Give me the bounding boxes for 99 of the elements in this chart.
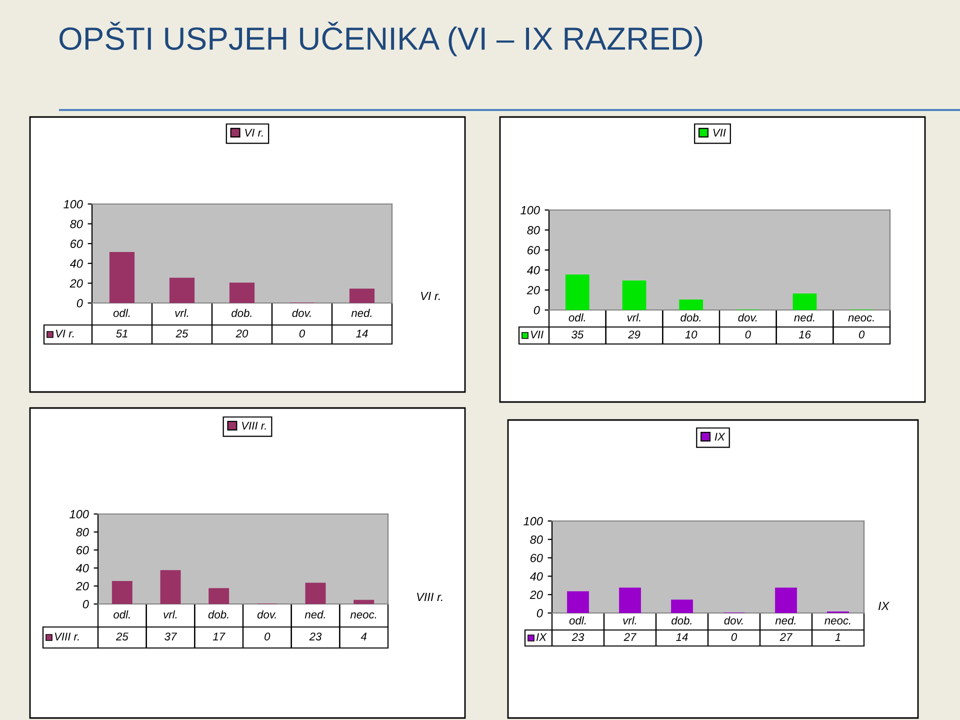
bar bbox=[792, 293, 817, 310]
bar bbox=[622, 280, 646, 310]
x-tick-label: ned. bbox=[775, 616, 796, 624]
data-label: 0 bbox=[264, 632, 270, 640]
y-tick-label: 0 bbox=[534, 306, 540, 314]
data-label: 20 bbox=[236, 330, 248, 338]
y-tick-label: 40 bbox=[526, 266, 540, 274]
x-tick-label: dob. bbox=[232, 308, 252, 317]
data-label: 4 bbox=[360, 632, 367, 640]
data-label: 29 bbox=[628, 330, 640, 338]
y-tick-label: 20 bbox=[526, 286, 540, 294]
x-tick-label: dob. bbox=[672, 616, 692, 624]
x-tick-label: ned. bbox=[304, 610, 325, 618]
y-tick-label: 100 bbox=[524, 517, 543, 526]
y-tick-label: 100 bbox=[64, 200, 83, 208]
y-tick-label: 40 bbox=[76, 564, 89, 572]
y-tick-label: 60 bbox=[528, 246, 540, 254]
data-label: 51 bbox=[116, 330, 128, 338]
y-tick-label: 20 bbox=[76, 582, 89, 590]
x-tick-label: dov. bbox=[738, 313, 757, 322]
bar bbox=[229, 282, 255, 303]
y-tick-label: 0 bbox=[82, 600, 89, 608]
data-label: 25 bbox=[116, 632, 128, 640]
x-tick-label: odl. bbox=[568, 313, 586, 322]
data-label: 10 bbox=[685, 330, 698, 338]
text: IX bbox=[714, 432, 726, 441]
legend-label: VII bbox=[530, 330, 544, 338]
y-tick-label: 40 bbox=[530, 572, 543, 581]
y-tick-label: 60 bbox=[70, 240, 83, 248]
y-tick-label: 60 bbox=[530, 554, 543, 562]
data-label: 23 bbox=[572, 633, 584, 641]
bar bbox=[671, 600, 693, 613]
x-tick-label: vrl. bbox=[623, 616, 636, 624]
y-tick-label: 80 bbox=[530, 535, 543, 544]
data-label: 35 bbox=[572, 330, 584, 338]
data-label: 14 bbox=[676, 633, 688, 641]
bar bbox=[567, 591, 589, 613]
legend-label: IX bbox=[536, 633, 547, 641]
y-tick-label: 0 bbox=[536, 609, 543, 618]
y-tick-label: 0 bbox=[76, 299, 83, 308]
x-tick-label: dob. bbox=[680, 313, 701, 322]
data-label: 23 bbox=[309, 632, 322, 640]
bar bbox=[619, 588, 641, 613]
text: IX bbox=[878, 602, 890, 610]
y-tick-label: 100 bbox=[70, 510, 89, 518]
x-tick-label: dov. bbox=[257, 610, 276, 618]
bar bbox=[169, 278, 195, 303]
x-tick-label: ned. bbox=[351, 308, 372, 317]
x-tick-label: neoc. bbox=[824, 618, 850, 624]
data-label: 25 bbox=[176, 330, 188, 338]
text: VIII r. bbox=[417, 592, 442, 602]
bar bbox=[160, 570, 181, 604]
legend-label: VIII r. bbox=[54, 632, 79, 640]
x-tick-label: neoc. bbox=[848, 315, 874, 322]
bar bbox=[775, 588, 797, 613]
data-label: 1 bbox=[835, 633, 840, 641]
text: VI r. bbox=[421, 292, 440, 300]
bar bbox=[354, 600, 374, 604]
y-tick-label: 20 bbox=[530, 590, 543, 599]
data-label: 27 bbox=[780, 633, 793, 641]
data-label: 37 bbox=[164, 632, 178, 640]
data-label: 14 bbox=[356, 330, 368, 338]
text: VI r. bbox=[245, 128, 263, 137]
data-label: 17 bbox=[212, 632, 226, 640]
y-tick-label: 80 bbox=[76, 528, 89, 536]
x-tick-label: vrl. bbox=[175, 308, 188, 317]
bar bbox=[112, 580, 132, 604]
x-tick-label: neoc. bbox=[350, 612, 376, 618]
data-label: 0 bbox=[731, 633, 737, 641]
chart-title: OPŠTI USPJEH UČENIKA (VI – IX RAZRED) bbox=[60, 22, 702, 56]
y-tick-label: 80 bbox=[70, 220, 83, 228]
data-label: 27 bbox=[624, 633, 637, 641]
x-tick-label: ned. bbox=[794, 313, 814, 322]
x-tick-label: dob. bbox=[208, 610, 228, 618]
bar bbox=[679, 299, 704, 310]
bar bbox=[349, 288, 375, 303]
data-label: 0 bbox=[745, 330, 751, 338]
bar bbox=[305, 582, 326, 604]
data-label: 0 bbox=[299, 330, 305, 338]
data-label: 16 bbox=[798, 330, 811, 338]
y-tick-label: 20 bbox=[70, 279, 83, 288]
x-tick-label: odl. bbox=[113, 308, 130, 317]
y-tick-label: 40 bbox=[70, 259, 83, 268]
x-tick-label: dov. bbox=[724, 616, 743, 624]
x-tick-label: dov. bbox=[292, 308, 311, 317]
x-tick-label: odl. bbox=[114, 610, 130, 618]
bar bbox=[109, 252, 135, 303]
text: VIII r. bbox=[242, 422, 266, 430]
x-tick-label: odl. bbox=[569, 616, 586, 624]
x-tick-label: vrl. bbox=[627, 313, 640, 322]
y-tick-label: 60 bbox=[76, 546, 89, 554]
data-label: 0 bbox=[858, 330, 865, 338]
bar bbox=[565, 274, 590, 310]
y-tick-label: 80 bbox=[527, 226, 540, 234]
text: VII bbox=[713, 128, 726, 137]
legend-label: VI r. bbox=[56, 330, 74, 338]
bar bbox=[208, 588, 230, 604]
x-tick-label: vrl. bbox=[164, 610, 177, 618]
y-tick-label: 100 bbox=[520, 206, 540, 214]
